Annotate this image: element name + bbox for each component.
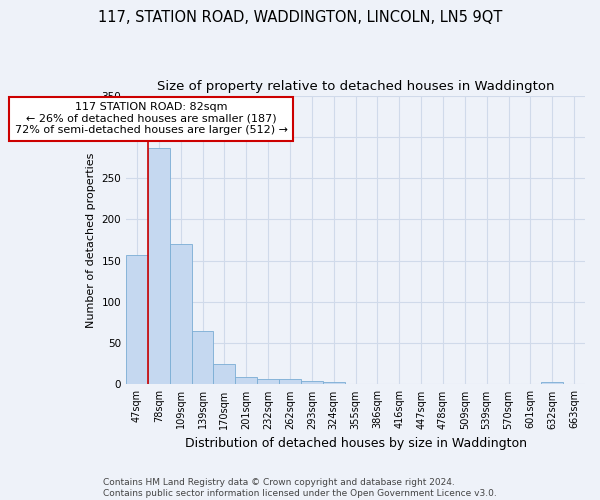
Bar [323, 382, 344, 384]
Bar [170, 244, 191, 384]
Bar [126, 255, 148, 384]
Text: Contains HM Land Registry data © Crown copyright and database right 2024.
Contai: Contains HM Land Registry data © Crown c… [103, 478, 497, 498]
Text: 117, STATION ROAD, WADDINGTON, LINCOLN, LN5 9QT: 117, STATION ROAD, WADDINGTON, LINCOLN, … [98, 10, 502, 25]
Bar [301, 381, 323, 384]
X-axis label: Distribution of detached houses by size in Waddington: Distribution of detached houses by size … [185, 437, 527, 450]
Bar [541, 382, 563, 384]
Bar [235, 377, 257, 384]
Bar [214, 364, 235, 384]
Bar [148, 148, 170, 384]
Title: Size of property relative to detached houses in Waddington: Size of property relative to detached ho… [157, 80, 554, 93]
Bar [279, 380, 301, 384]
Text: 117 STATION ROAD: 82sqm
← 26% of detached houses are smaller (187)
72% of semi-d: 117 STATION ROAD: 82sqm ← 26% of detache… [14, 102, 287, 136]
Bar [191, 331, 214, 384]
Y-axis label: Number of detached properties: Number of detached properties [86, 152, 96, 328]
Bar [257, 378, 279, 384]
